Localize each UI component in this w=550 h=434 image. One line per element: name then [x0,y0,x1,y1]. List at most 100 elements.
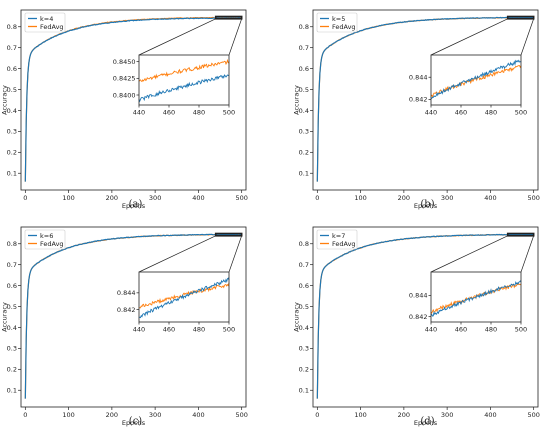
inset-x-tick-label: 500 [223,326,235,334]
y-axis-label: Accuracy [293,302,301,332]
y-tick-label: 0.5 [299,303,309,311]
series-line-k [316,16,534,182]
inset-background [139,55,229,105]
x-tick-label: 500 [527,411,539,419]
x-axis-label: Epochs [122,202,146,210]
zoom-region [214,232,243,237]
inset-x-tick-label: 480 [193,109,205,117]
inset-frame [138,271,230,323]
x-tick-label: 300 [441,411,453,419]
inset-x-tick-label: 460 [163,326,175,334]
inset-connector [520,235,535,273]
legend-label-k: k=7 [332,232,345,240]
y-tick-label: 0.6 [7,65,17,73]
y-tick-label: 0.1 [7,387,17,395]
x-tick-label: 300 [441,194,453,202]
inset-connector [520,18,535,56]
panel-caption: (b) [420,199,434,210]
y-tick-label: 0.3 [299,345,309,353]
x-tick-label: 300 [149,194,161,202]
inset-y-tick-label: 0.842 [409,96,428,104]
y-tick-label: 0.8 [299,240,309,248]
plot-frame [20,9,247,191]
legend-label-k: k=6 [40,232,53,240]
x-tick-label: 500 [235,411,247,419]
plot-frame [312,226,539,408]
inset-y-tick-label: 0.842 [117,306,136,314]
x-tick-label: 200 [398,411,410,419]
chart-panel-2: 0 100 200 300 400 500 0.1 0.2 0.3 0.4 0.5 0.6 0.7 0.8… [293,9,540,210]
y-tick-label: 0.4 [7,324,17,332]
y-tick-label: 0.5 [7,303,17,311]
inset-connector [228,18,243,56]
y-axis-label: Accuracy [1,85,9,115]
inset-series-line-k [138,277,230,319]
y-tick-label: 0.8 [7,23,17,31]
inset-y-tick-label: 0.842 [409,313,428,321]
inset-x-tick-label: 500 [515,109,527,117]
y-tick-label: 0.3 [7,128,17,136]
x-tick-label: 400 [192,194,204,202]
panel-caption: (d) [420,416,434,427]
x-tick-label: 100 [62,411,74,419]
legend-label-k: k=5 [332,15,345,23]
inset-series-line-k [138,74,230,103]
y-tick-label: 0.5 [299,86,309,94]
inset-x-tick-label: 480 [485,109,497,117]
x-tick-label: 0 [315,411,319,419]
inset-frame [138,54,230,106]
legend-label-fedavg: FedAvg [332,240,356,248]
inset-y-tick-label: 0.844 [117,289,136,297]
inset-frame [430,54,522,106]
y-tick-label: 0.6 [299,65,309,73]
x-tick-label: 200 [106,194,118,202]
inset-frame [430,271,522,323]
inset-connector [228,235,243,273]
x-axis-label: Epochs [122,419,146,427]
inset-y-tick-label: 0.8400 [113,91,136,99]
inset-x-tick-label: 460 [455,109,467,117]
inset-y-tick-label: 0.844 [409,292,428,300]
panel-caption: (c) [129,416,143,427]
x-tick-label: 0 [23,194,27,202]
inset-series-line-k [430,280,522,317]
plot-frame [20,226,247,408]
x-axis-label: Epochs [414,419,438,427]
x-tick-label: 100 [62,194,74,202]
inset-x-tick-label: 460 [455,326,467,334]
y-tick-label: 0.2 [7,366,17,374]
series-line-k [24,233,242,399]
y-tick-label: 0.8 [7,240,17,248]
series-line-k [24,17,242,182]
x-tick-label: 100 [354,194,366,202]
inset-x-tick-label: 480 [193,326,205,334]
inset-series-line-k [430,59,522,100]
x-tick-label: 200 [106,411,118,419]
x-tick-label: 200 [398,194,410,202]
y-tick-label: 0.6 [7,282,17,290]
y-tick-label: 0.7 [7,44,17,52]
inset-x-tick-label: 480 [485,326,497,334]
x-tick-label: 400 [484,411,496,419]
y-tick-label: 0.6 [299,282,309,290]
y-tick-label: 0.2 [299,366,309,374]
inset-connector [138,235,216,273]
inset-x-tick-label: 440 [133,109,145,117]
zoom-region [214,15,243,20]
chart-panel-4: 0 100 200 300 400 500 0.1 0.2 0.3 0.4 0.5 0.6 0.7 0.8… [293,226,540,427]
y-tick-label: 0.7 [299,261,309,269]
x-axis-label: Epochs [414,202,438,210]
y-tick-label: 0.3 [7,345,17,353]
inset-x-tick-label: 440 [133,326,145,334]
inset-x-tick-label: 500 [515,326,527,334]
x-tick-label: 0 [315,194,319,202]
y-tick-label: 0.4 [299,107,309,115]
inset-connector [430,235,508,273]
legend-box [24,229,66,250]
inset-series-line-fedavg [138,58,230,83]
y-tick-label: 0.8 [299,23,309,31]
chart-panel-3: 0 100 200 300 400 500 0.1 0.2 0.3 0.4 0.5 0.6 0.7 0.8… [1,226,248,427]
y-axis-label: Accuracy [293,85,301,115]
y-tick-label: 0.1 [7,170,17,178]
x-tick-label: 300 [149,411,161,419]
